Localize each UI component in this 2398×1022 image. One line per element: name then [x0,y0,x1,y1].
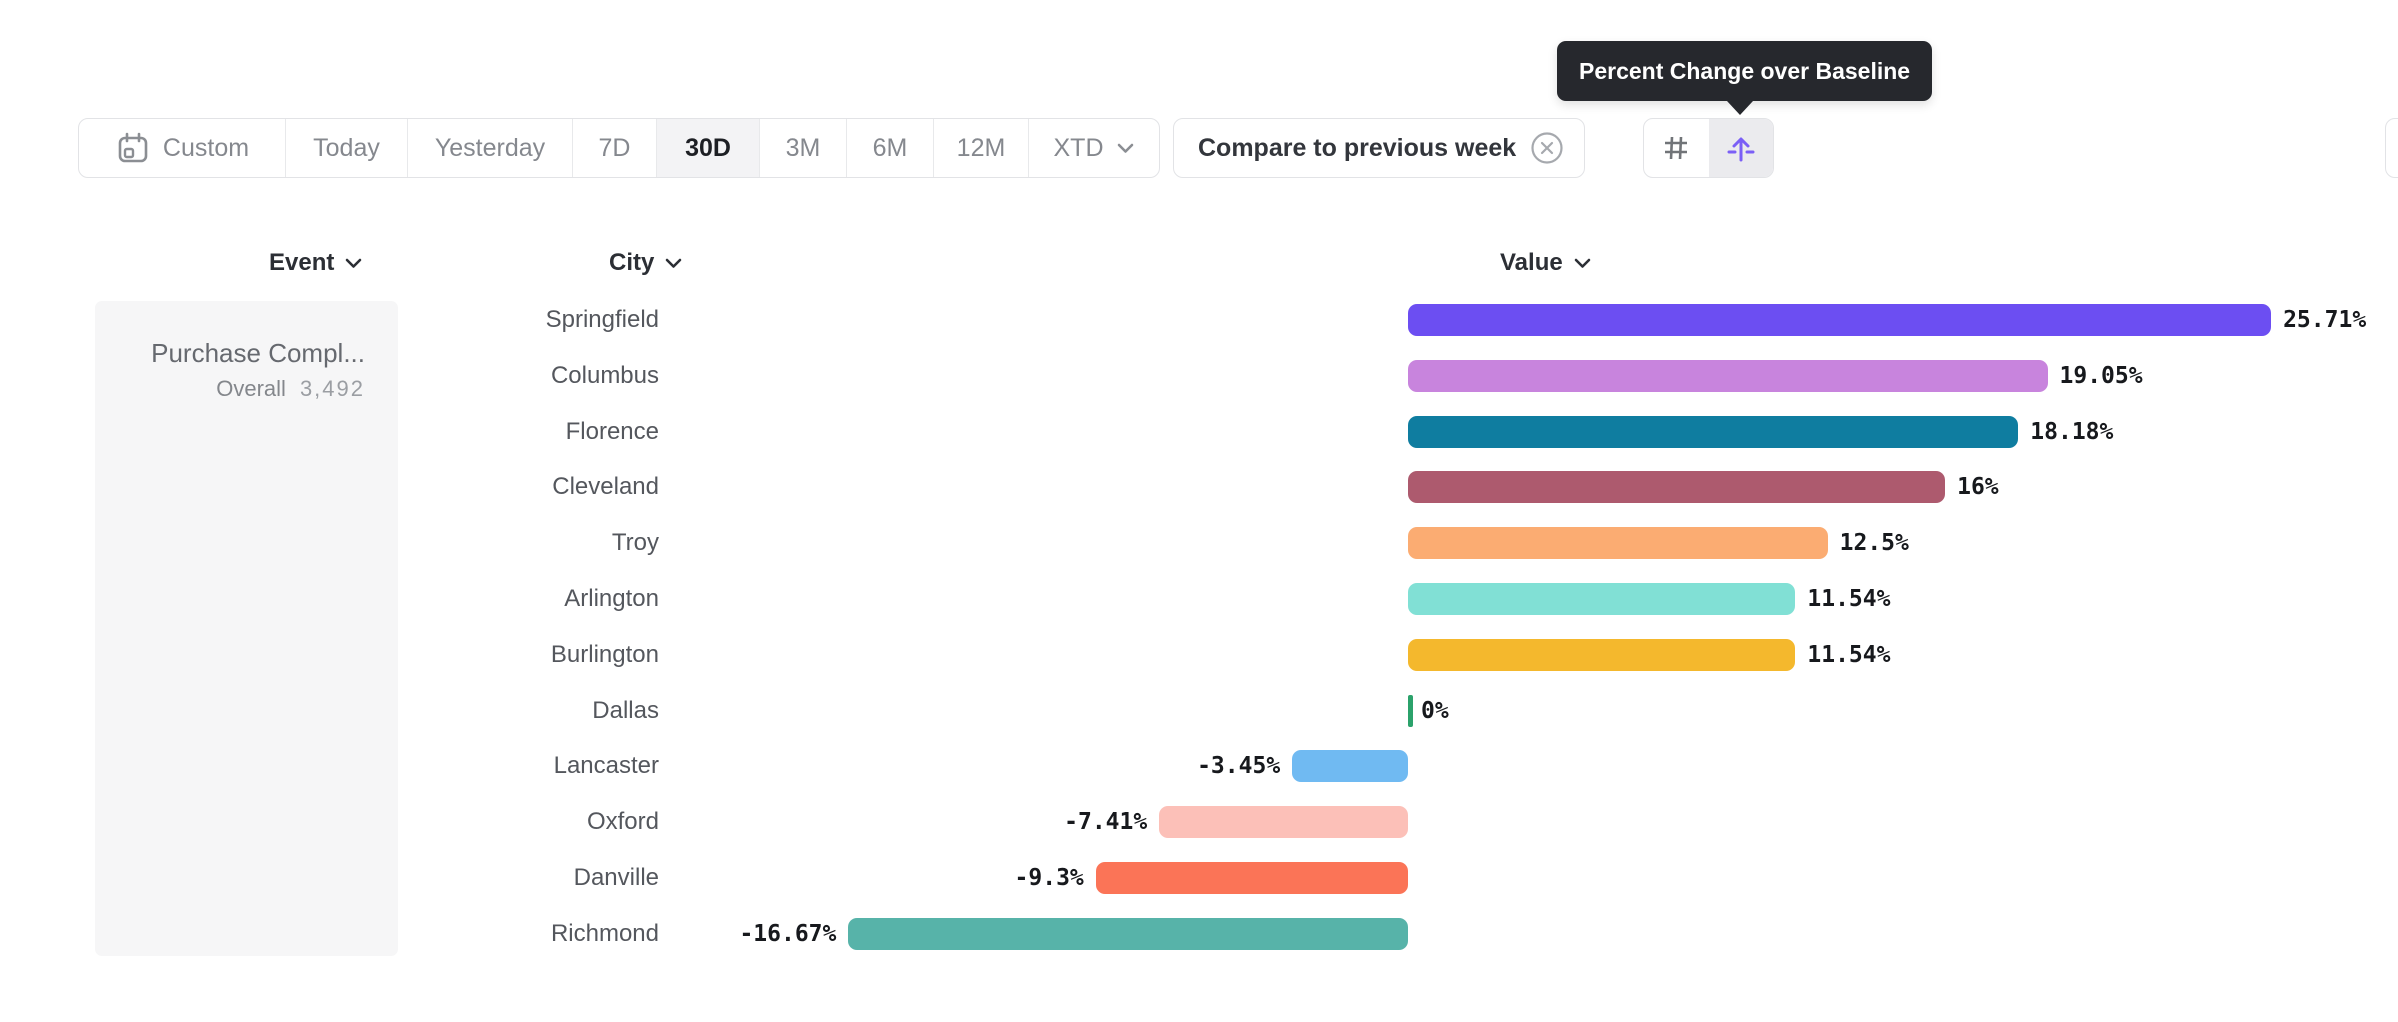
value-label: 0% [1421,697,1449,724]
date-range-12m[interactable]: 12M [934,119,1029,177]
date-range-7d[interactable]: 7D [573,119,657,177]
chevron-down-icon [344,256,363,270]
city-label: Oxford [586,808,659,836]
compare-label: Compare to previous week [1198,133,1517,162]
date-range-today[interactable]: Today [286,119,408,177]
overall-value: 3,492 [299,376,365,401]
value-bar[interactable] [1095,862,1408,894]
date-range-label: 30D [685,133,731,162]
value-bar[interactable] [848,917,1408,950]
value-label: 11.54% [1807,641,1891,668]
date-range-3m[interactable]: 3M [760,119,847,177]
value-label: 12.5% [1839,530,1909,557]
grid-view-button[interactable] [1644,119,1709,177]
calendar-icon [115,130,151,166]
overall-label: Overall [216,376,286,401]
value-bar[interactable] [1408,583,1796,615]
city-label: Florence [565,417,659,445]
date-range-label: Custom [162,133,250,162]
city-label: Cleveland [552,473,659,501]
date-range-label: 6M [872,133,908,162]
value-label: 18.18% [2030,418,2114,445]
value-label: 16% [1957,474,1999,501]
view-toggle-group [1643,118,1774,178]
value-label: -7.41% [1064,809,1148,836]
column-header-event-label: Event [269,249,335,276]
value-label: 19.05% [2059,362,2143,389]
date-range-custom[interactable]: Custom [79,119,286,177]
chevron-down-icon [1116,141,1135,155]
city-label: Springfield [545,306,659,333]
value-bar[interactable] [1408,471,1946,504]
baseline-arrow-icon [1723,130,1759,166]
value-bar[interactable] [1292,750,1408,783]
compare-button[interactable]: Compare to previous week [1173,118,1586,178]
remove-icon[interactable] [1530,131,1564,165]
value-bar[interactable] [1408,359,2048,392]
city-label: Burlington [550,640,659,668]
city-label: Dallas [592,696,659,724]
clipped-button[interactable] [2385,118,2398,178]
event-overall: Overall 3,492 [95,375,365,403]
date-range-6m[interactable]: 6M [847,119,934,177]
column-header-city[interactable]: City [609,246,683,280]
date-range-label: 12M [956,133,1006,162]
chevron-down-icon [664,256,683,270]
city-label: Lancaster [553,752,659,780]
value-bar[interactable] [1408,638,1796,671]
event-card[interactable]: Purchase Compl... Overall 3,492 [95,301,398,956]
chevron-down-icon [1573,256,1592,270]
column-header-value[interactable]: Value [1500,246,1592,280]
date-range-label: 3M [785,133,821,162]
grid-icon [1659,131,1693,165]
value-bar[interactable] [1159,806,1408,839]
event-name: Purchase Compl... [151,338,365,368]
date-range-30d[interactable]: 30D [657,119,760,177]
value-label: -16.67% [739,920,837,947]
tooltip-text: Percent Change over Baseline [1579,58,1911,84]
value-bar[interactable] [1408,415,2019,448]
value-label: -9.3% [1014,865,1084,891]
date-range-label: XTD [1053,133,1104,162]
column-header-value-label: Value [1500,249,1563,276]
tooltip: Percent Change over Baseline [1557,41,1933,115]
date-range-label: Yesterday [434,133,546,162]
date-range-xtd[interactable]: XTD [1029,119,1159,177]
city-label: Columbus [550,361,659,389]
tooltip-arrow [1727,101,1753,115]
value-bar[interactable] [1408,694,1413,727]
city-label: Troy [611,529,659,557]
city-label: Richmond [550,919,659,947]
baseline-view-button[interactable] [1708,119,1773,177]
column-header-event[interactable]: Event [269,246,363,280]
value-bar[interactable] [1408,304,2272,336]
value-label: 25.71% [2283,307,2367,333]
date-range-yesterday[interactable]: Yesterday [408,119,573,177]
date-range-label: Today [313,133,380,162]
city-label: Danville [573,864,659,891]
date-range-label: 7D [598,133,631,162]
value-label: 11.54% [1807,586,1891,612]
date-range-group: Custom Today Yesterday 7D 30D 3M 6M 12M XTD [78,118,1160,178]
value-label: -3.45% [1197,753,1281,780]
value-bar[interactable] [1408,527,1828,560]
column-header-city-label: City [609,249,655,276]
city-label: Arlington [564,585,659,612]
